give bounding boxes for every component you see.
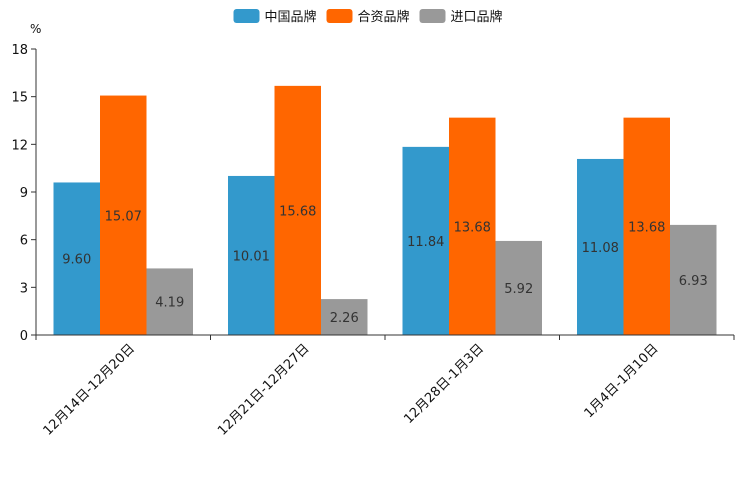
legend-label: 合资品牌 xyxy=(358,9,410,25)
bar xyxy=(577,158,624,335)
bar-value-label: 13.68 xyxy=(628,220,665,235)
bar-value-label: 4.19 xyxy=(155,296,184,311)
bar-value-label: 6.93 xyxy=(679,274,708,289)
bar-value-label: 15.07 xyxy=(105,209,142,224)
legend-label: 进口品牌 xyxy=(451,9,503,25)
bar-value-label: 2.26 xyxy=(330,311,359,326)
legend: 中国品牌 合资品牌 进口品牌 xyxy=(233,9,503,25)
bar xyxy=(146,268,193,335)
y-tick-label: 9 xyxy=(20,186,28,201)
bar xyxy=(321,299,368,335)
y-tick-label: 12 xyxy=(11,138,28,153)
bar-value-label: 9.60 xyxy=(62,253,91,268)
legend-swatch xyxy=(233,9,260,23)
y-tick-label: 3 xyxy=(20,281,28,296)
bar xyxy=(53,182,100,335)
x-category-label: 12月21日-12月27日 xyxy=(215,341,312,438)
bar-value-label: 13.68 xyxy=(454,220,491,235)
bar-value-label: 11.84 xyxy=(407,235,444,250)
bar xyxy=(274,85,321,336)
x-axis: 12月14日-12月20日 12月21日-12月27日 12月28日-1月3日 1月4… xyxy=(35,334,735,439)
bar-value-label: 5.92 xyxy=(504,282,533,297)
y-axis-unit-label: % xyxy=(30,22,41,36)
y-tick-label: 6 xyxy=(20,234,28,249)
bar xyxy=(228,175,275,335)
bar-value-label: 11.08 xyxy=(582,241,619,256)
bar xyxy=(495,240,542,335)
bar xyxy=(402,146,449,335)
bar-value-label: 10.01 xyxy=(233,249,270,264)
legend-label: 中国品牌 xyxy=(265,9,317,25)
bar xyxy=(449,117,496,335)
y-tick-label: 15 xyxy=(11,91,28,106)
bar xyxy=(100,95,147,335)
x-category-label: 12月28日-1月3日 xyxy=(401,341,487,427)
bar-value-label: 15.68 xyxy=(279,204,316,219)
y-axis: 0 3 6 9 12 15 18 xyxy=(11,43,37,344)
bar xyxy=(670,224,717,335)
legend-swatch xyxy=(419,9,446,23)
x-category-label: 12月14日-12月20日 xyxy=(41,341,138,438)
bar xyxy=(623,117,670,335)
y-tick-label: 18 xyxy=(11,43,28,58)
y-tick-label: 0 xyxy=(20,329,28,344)
bars: 9.60 10.01 11.84 11.08 15.07 15.68 13.68 13.68 4… xyxy=(53,85,717,336)
x-category-label: 1月4日-1月10日 xyxy=(582,341,662,421)
legend-swatch xyxy=(326,9,353,23)
